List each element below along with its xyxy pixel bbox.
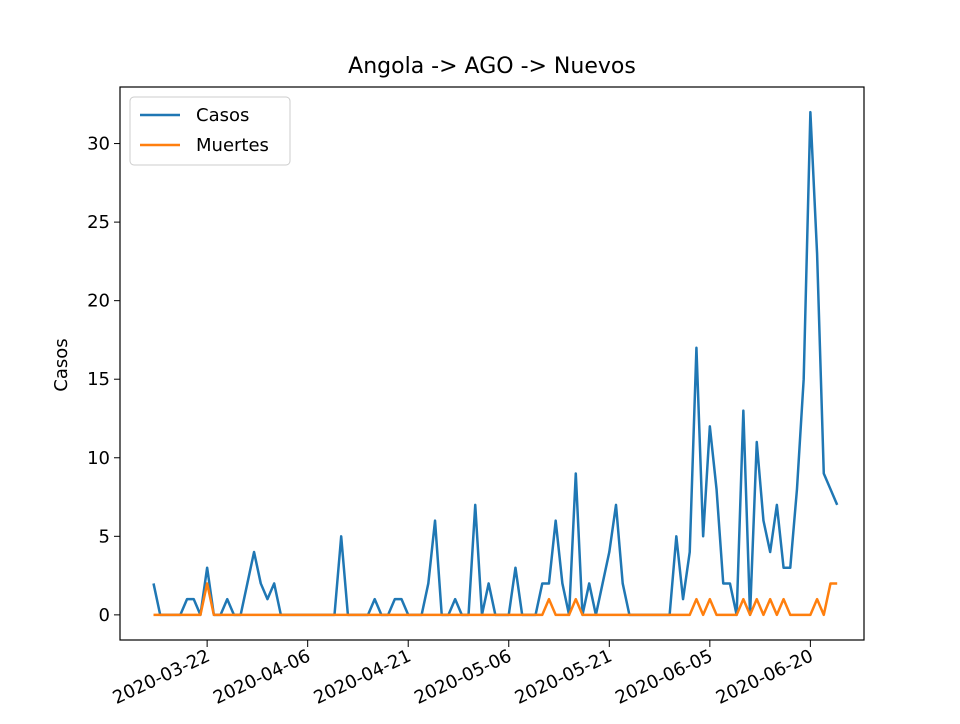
y-tick-label: 30 xyxy=(87,134,110,155)
y-tick-label: 15 xyxy=(87,369,110,390)
y-tick-label: 25 xyxy=(87,212,110,233)
y-axis-label: Casos xyxy=(51,338,72,391)
plot-frame xyxy=(119,86,865,641)
legend-label: Muertes xyxy=(196,135,269,156)
y-tick-label: 20 xyxy=(87,291,110,312)
y-tick-label: 5 xyxy=(99,526,110,547)
y-tick-label: 0 xyxy=(99,605,110,626)
legend-label: Casos xyxy=(196,105,249,126)
chart-title: Angola -> AGO -> Nuevos xyxy=(348,54,636,79)
series-line xyxy=(153,582,838,617)
y-tick-label: 10 xyxy=(87,448,110,469)
